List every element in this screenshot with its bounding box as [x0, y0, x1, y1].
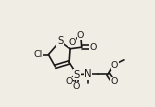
Text: Cl: Cl [33, 50, 42, 59]
Text: O: O [111, 61, 118, 70]
Text: O: O [73, 82, 80, 91]
Text: O: O [69, 38, 76, 47]
Text: N: N [84, 69, 92, 79]
Text: S: S [57, 36, 63, 46]
Text: O: O [90, 43, 97, 52]
Text: O: O [65, 77, 73, 86]
Text: O: O [110, 77, 118, 86]
Text: S: S [74, 70, 80, 80]
Text: O: O [77, 30, 84, 39]
